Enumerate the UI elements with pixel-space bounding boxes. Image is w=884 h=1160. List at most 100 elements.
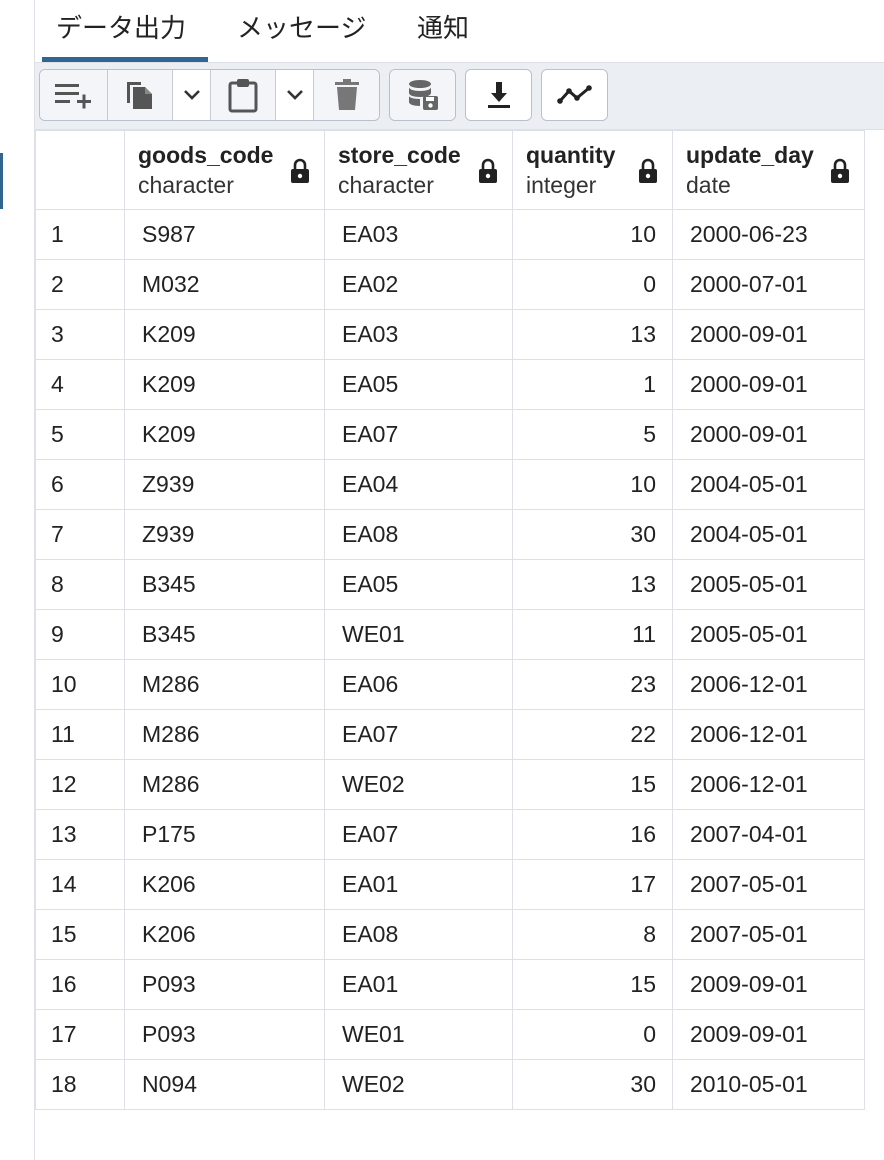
goods-code-cell[interactable]: N094 xyxy=(124,1059,325,1110)
store-code-cell[interactable]: EA01 xyxy=(324,859,513,910)
quantity-cell[interactable]: 13 xyxy=(512,309,673,360)
table-row[interactable]: 5 K209 EA07 5 2000-09-01 xyxy=(35,409,865,460)
table-row[interactable]: 8 B345 EA05 13 2005-05-01 xyxy=(35,559,865,610)
goods-code-cell[interactable]: K206 xyxy=(124,909,325,960)
update-day-cell[interactable]: 2010-05-01 xyxy=(672,1059,865,1110)
quantity-cell[interactable]: 30 xyxy=(512,1059,673,1110)
update-day-cell[interactable]: 2004-05-01 xyxy=(672,459,865,510)
update-day-cell[interactable]: 2005-05-01 xyxy=(672,609,865,660)
quantity-cell[interactable]: 0 xyxy=(512,1009,673,1060)
row-number-cell[interactable]: 12 xyxy=(35,759,125,810)
row-number-cell[interactable]: 8 xyxy=(35,559,125,610)
store-code-cell[interactable]: EA05 xyxy=(324,559,513,610)
table-row[interactable]: 12 M286 WE02 15 2006-12-01 xyxy=(35,759,865,810)
store-code-cell[interactable]: EA07 xyxy=(324,409,513,460)
store-code-cell[interactable]: WE02 xyxy=(324,1059,513,1110)
quantity-cell[interactable]: 5 xyxy=(512,409,673,460)
store-code-cell[interactable]: EA07 xyxy=(324,709,513,760)
store-code-cell[interactable]: WE02 xyxy=(324,759,513,810)
table-row[interactable]: 1 S987 EA03 10 2000-06-23 xyxy=(35,209,865,260)
quantity-cell[interactable]: 30 xyxy=(512,509,673,560)
row-number-cell[interactable]: 17 xyxy=(35,1009,125,1060)
graph-visualiser-button[interactable] xyxy=(542,70,607,120)
table-row[interactable]: 9 B345 WE01 11 2005-05-01 xyxy=(35,609,865,660)
save-data-button[interactable] xyxy=(390,70,455,120)
tab-notifications[interactable]: 通知 xyxy=(417,14,470,44)
table-row[interactable]: 15 K206 EA08 8 2007-05-01 xyxy=(35,909,865,960)
tab-data-output[interactable]: データ出力 xyxy=(41,0,209,62)
goods-code-cell[interactable]: P175 xyxy=(124,809,325,860)
table-row[interactable]: 13 P175 EA07 16 2007-04-01 xyxy=(35,809,865,860)
paste-button[interactable] xyxy=(210,70,275,120)
table-row[interactable]: 10 M286 EA06 23 2006-12-01 xyxy=(35,659,865,710)
quantity-cell[interactable]: 15 xyxy=(512,759,673,810)
row-number-cell[interactable]: 6 xyxy=(35,459,125,510)
store-code-cell[interactable]: EA06 xyxy=(324,659,513,710)
row-number-cell[interactable]: 7 xyxy=(35,509,125,560)
row-number-cell[interactable]: 5 xyxy=(35,409,125,460)
quantity-cell[interactable]: 10 xyxy=(512,209,673,260)
update-day-cell[interactable]: 2009-09-01 xyxy=(672,959,865,1010)
goods-code-cell[interactable]: P093 xyxy=(124,959,325,1010)
goods-code-cell[interactable]: K209 xyxy=(124,309,325,360)
quantity-cell[interactable]: 0 xyxy=(512,259,673,310)
row-number-cell[interactable]: 3 xyxy=(35,309,125,360)
update-day-cell[interactable]: 2000-09-01 xyxy=(672,409,865,460)
row-number-cell[interactable]: 9 xyxy=(35,609,125,660)
quantity-cell[interactable]: 15 xyxy=(512,959,673,1010)
goods-code-cell[interactable]: P093 xyxy=(124,1009,325,1060)
row-number-cell[interactable]: 13 xyxy=(35,809,125,860)
tab-messages[interactable]: メッセージ xyxy=(237,14,367,44)
table-row[interactable]: 3 K209 EA03 13 2000-09-01 xyxy=(35,309,865,360)
update-day-cell[interactable]: 2000-07-01 xyxy=(672,259,865,310)
goods-code-cell[interactable]: M032 xyxy=(124,259,325,310)
store-code-cell[interactable]: EA08 xyxy=(324,509,513,560)
row-number-cell[interactable]: 4 xyxy=(35,359,125,410)
paste-options-dropdown[interactable] xyxy=(275,70,313,120)
store-code-cell[interactable]: EA07 xyxy=(324,809,513,860)
quantity-cell[interactable]: 23 xyxy=(512,659,673,710)
store-code-cell[interactable]: EA04 xyxy=(324,459,513,510)
column-header-goods-code[interactable]: goods_code character xyxy=(124,130,325,210)
table-row[interactable]: 6 Z939 EA04 10 2004-05-01 xyxy=(35,459,865,510)
table-row[interactable]: 7 Z939 EA08 30 2004-05-01 xyxy=(35,509,865,560)
table-row[interactable]: 11 M286 EA07 22 2006-12-01 xyxy=(35,709,865,760)
update-day-cell[interactable]: 2000-09-01 xyxy=(672,359,865,410)
goods-code-cell[interactable]: B345 xyxy=(124,559,325,610)
row-number-cell[interactable]: 1 xyxy=(35,209,125,260)
table-row[interactable]: 2 M032 EA02 0 2000-07-01 xyxy=(35,259,865,310)
store-code-cell[interactable]: EA01 xyxy=(324,959,513,1010)
quantity-cell[interactable]: 11 xyxy=(512,609,673,660)
row-number-header[interactable] xyxy=(35,130,125,210)
row-number-cell[interactable]: 18 xyxy=(35,1059,125,1110)
table-row[interactable]: 4 K209 EA05 1 2000-09-01 xyxy=(35,359,865,410)
table-row[interactable]: 16 P093 EA01 15 2009-09-01 xyxy=(35,959,865,1010)
update-day-cell[interactable]: 2000-09-01 xyxy=(672,309,865,360)
store-code-cell[interactable]: WE01 xyxy=(324,609,513,660)
quantity-cell[interactable]: 22 xyxy=(512,709,673,760)
row-number-cell[interactable]: 15 xyxy=(35,909,125,960)
row-number-cell[interactable]: 10 xyxy=(35,659,125,710)
copy-options-dropdown[interactable] xyxy=(172,70,210,120)
row-number-cell[interactable]: 2 xyxy=(35,259,125,310)
table-row[interactable]: 18 N094 WE02 30 2010-05-01 xyxy=(35,1059,865,1110)
quantity-cell[interactable]: 17 xyxy=(512,859,673,910)
quantity-cell[interactable]: 1 xyxy=(512,359,673,410)
row-number-cell[interactable]: 14 xyxy=(35,859,125,910)
column-header-store-code[interactable]: store_code character xyxy=(324,130,513,210)
store-code-cell[interactable]: EA02 xyxy=(324,259,513,310)
goods-code-cell[interactable]: M286 xyxy=(124,759,325,810)
download-button[interactable] xyxy=(466,70,531,120)
goods-code-cell[interactable]: Z939 xyxy=(124,509,325,560)
goods-code-cell[interactable]: M286 xyxy=(124,659,325,710)
store-code-cell[interactable]: EA05 xyxy=(324,359,513,410)
delete-button[interactable] xyxy=(313,70,379,120)
column-header-update-day[interactable]: update_day date xyxy=(672,130,865,210)
update-day-cell[interactable]: 2006-12-01 xyxy=(672,709,865,760)
copy-button[interactable] xyxy=(107,70,172,120)
update-day-cell[interactable]: 2006-12-01 xyxy=(672,759,865,810)
update-day-cell[interactable]: 2000-06-23 xyxy=(672,209,865,260)
update-day-cell[interactable]: 2007-05-01 xyxy=(672,859,865,910)
update-day-cell[interactable]: 2005-05-01 xyxy=(672,559,865,610)
table-row[interactable]: 14 K206 EA01 17 2007-05-01 xyxy=(35,859,865,910)
